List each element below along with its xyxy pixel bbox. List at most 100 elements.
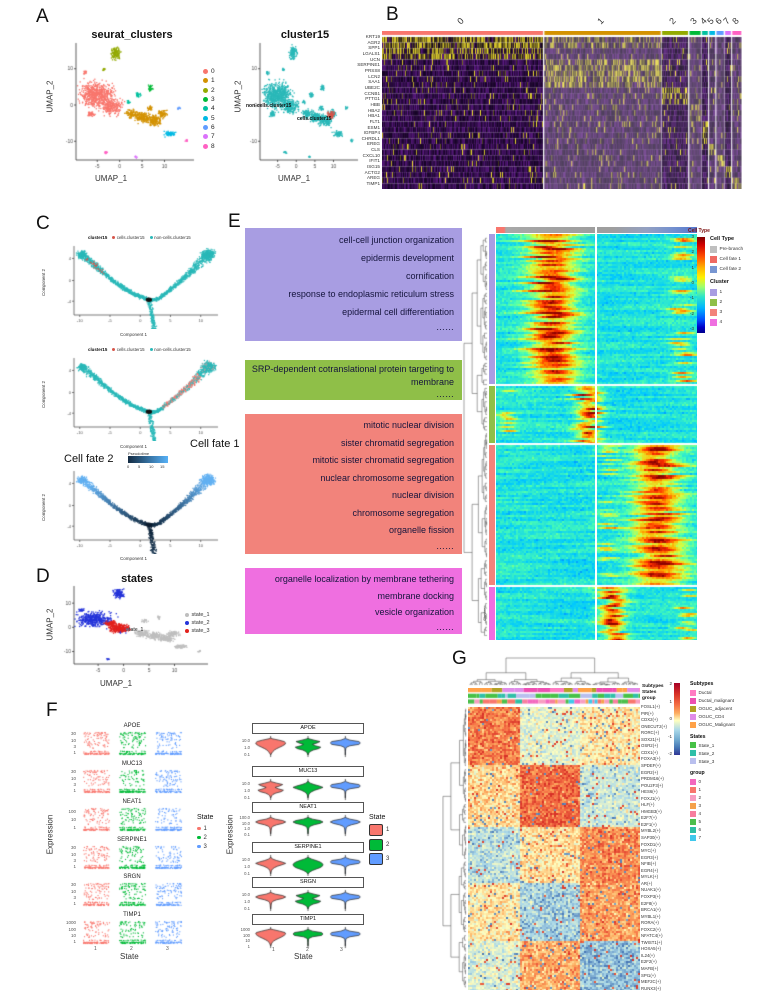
- regulon-label: MYC(+): [641, 848, 656, 854]
- go-term: organelle fission: [388, 525, 454, 535]
- jitter-legend-item: 1: [197, 824, 213, 833]
- go-block-3: organelle localization by membrane tethe…: [245, 568, 462, 634]
- cluster-legend-item: 7: [203, 133, 215, 140]
- gene-label: FLT1: [369, 118, 380, 124]
- regulon-label: SOX21(+): [641, 736, 661, 742]
- row-dendrogram-e-canvas: [462, 234, 488, 640]
- gene-label: KRT19: [365, 34, 380, 39]
- plot-d-title: states: [121, 573, 153, 585]
- plot-a1-xlabel: UMAP_1: [95, 174, 128, 183]
- violin-ytick: 0.1: [244, 871, 250, 876]
- colorbar-g-tick: -2: [667, 751, 672, 756]
- violin-facet-header: MUC13: [252, 766, 364, 777]
- g-legend-title: group: [690, 770, 705, 776]
- jitter-canvas-NEAT1: [78, 806, 186, 832]
- legend-dot: [197, 844, 201, 849]
- violin-ytick: 1.0: [244, 899, 250, 904]
- trajectory-legend-title: cluster15: [88, 235, 108, 240]
- legend-swatch: [710, 265, 717, 273]
- panel-f-label: F: [46, 700, 58, 721]
- regulon-label: NUAK1(+): [641, 887, 661, 893]
- g-legend-item: State_1: [690, 741, 735, 749]
- legend-label: 6: [698, 827, 702, 832]
- g-legend-item: State_2: [690, 749, 735, 757]
- plot-a1-title: seurat_clusters: [91, 29, 173, 41]
- panel-b-label: B: [386, 4, 399, 25]
- cluster-legend-item: 2: [203, 87, 215, 94]
- jitter-ytick: 30: [70, 882, 76, 887]
- plot-c1-ylabel: Component 2: [41, 268, 47, 297]
- regulon-label: FOSL1(+): [641, 704, 660, 709]
- regulon-label: HMGB3(+): [641, 808, 662, 814]
- violin-xtick: 3: [340, 947, 343, 953]
- jitter-ytick: 3: [73, 782, 76, 787]
- violin-ylabel: Expression: [225, 814, 235, 855]
- regulon-label: FOXP3(+): [641, 893, 661, 899]
- jitter-legend-title: State: [197, 814, 214, 821]
- go-ellipsis: ……: [436, 389, 454, 399]
- plot-c2-ylabel: Component 2: [41, 380, 47, 409]
- g-legend-item: Ductal_malignant: [690, 697, 735, 705]
- heatmap-g-legends: Subtypes Ductal Ductal_malignant OGUC_adjac…: [690, 681, 735, 847]
- g-legend-title: Subtypes: [690, 681, 714, 687]
- go-block-1: SRP-dependent cotranslational protein ta…: [245, 360, 462, 400]
- legend-label: Ductal: [698, 690, 712, 695]
- celltype-legend-title: Cell Type: [710, 236, 735, 242]
- legend-swatch: [690, 794, 696, 801]
- gene-label: CLS: [371, 147, 380, 153]
- violin-ytick: 10.0: [241, 738, 250, 743]
- jitter-legend-item: 3: [197, 842, 213, 851]
- legend-swatch: [690, 697, 696, 704]
- gene-label: LGALS1: [362, 50, 380, 56]
- cluster-legend-item: 0: [203, 68, 215, 75]
- jitter-xtick: 2: [130, 946, 133, 952]
- regulon-label: HES6(+): [641, 789, 658, 795]
- trajectory-legend-item: non-cells.cluster15: [149, 235, 191, 240]
- g-legend-item: 6: [690, 826, 735, 834]
- legend-label: 2: [386, 841, 390, 848]
- go-term: vesicle organization: [374, 607, 454, 617]
- legend-label: cells.cluster15: [116, 235, 145, 240]
- legend-swatch: [690, 705, 696, 712]
- annotation-track-label: States: [642, 690, 657, 695]
- legend-dot: [203, 106, 208, 112]
- row-axis-label-e: Cluster: [481, 608, 487, 621]
- gene-label: SAA1: [368, 79, 380, 85]
- go-term: cell-cell junction organization: [338, 235, 454, 245]
- cluster-legend-item: 3: [203, 96, 215, 103]
- jitter-facet-title: SRGN: [123, 874, 141, 880]
- jitter-ytick: 3: [73, 895, 76, 900]
- trajectory-pseudotime-canvas: [58, 468, 223, 554]
- legend-label: cells.cluster15: [116, 347, 145, 352]
- regulon-label: MYBL1(+): [641, 913, 661, 919]
- legend-label: 3: [719, 309, 723, 315]
- jitter-facet-title: SERPINE1: [117, 837, 147, 843]
- jitter-facet-title: APOE: [123, 723, 141, 729]
- trajectory-legend-item: cells.cluster15: [112, 235, 145, 240]
- legend-label: State_3: [698, 758, 715, 764]
- plot-c1-xlabel: Component 1: [120, 332, 148, 337]
- colorbar-e-tick: 2: [691, 249, 694, 255]
- colorbar-g-tick: 1: [669, 698, 672, 704]
- regulon-label: FOXA3(+): [641, 756, 661, 762]
- legend-swatch: [710, 298, 717, 306]
- marker-gene-heatmap-canvas: [382, 31, 742, 189]
- violin-facet-header: TIMP1: [252, 914, 364, 925]
- legend-label: 1: [719, 289, 723, 295]
- go-term: nuclear chromosome segregation: [320, 472, 454, 483]
- legend-dot: [203, 115, 208, 121]
- gene-label: SERPINE1: [357, 62, 380, 68]
- go-term: mitotic nuclear division: [363, 420, 454, 430]
- states-legend-item: state_1: [185, 611, 210, 619]
- violin-ytick: 100: [243, 933, 250, 938]
- legend-swatch: [690, 826, 696, 833]
- go-term: epidermis development: [360, 253, 454, 263]
- annotation-state1: state_1: [126, 627, 144, 633]
- states-legend: state_1 state_2 state_3: [185, 611, 210, 635]
- violin-xtick: 2: [306, 947, 309, 953]
- legend-label: state_1: [191, 612, 210, 618]
- regulon-label: OSR2(+): [641, 743, 659, 749]
- regulon-label: FOXD1(+): [641, 841, 661, 847]
- violin-xlabel: State: [294, 952, 313, 961]
- legend-swatch: [369, 838, 383, 851]
